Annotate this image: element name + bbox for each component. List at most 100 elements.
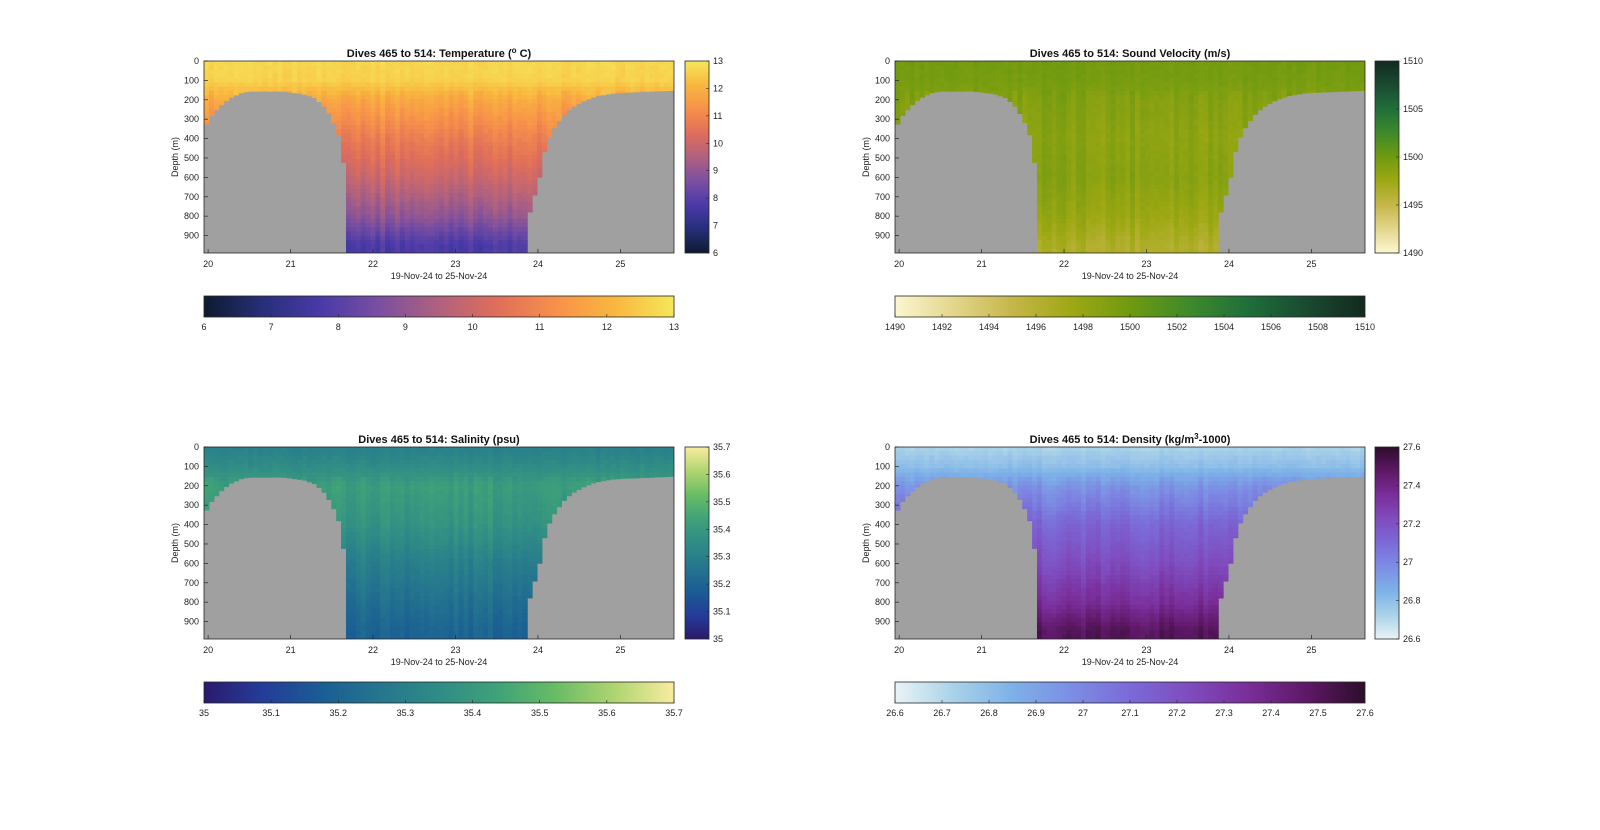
heatmap-cell (306, 61, 313, 66)
heatmap-cell (943, 65, 950, 71)
heatmap-cell (1110, 184, 1116, 190)
heatmap-cell (468, 142, 474, 147)
heatmap-cell (1036, 176, 1043, 182)
heatmap-cell (414, 95, 421, 100)
heatmap-cell (934, 69, 940, 75)
heatmap-cell (1066, 214, 1072, 220)
heatmap-cell (252, 73, 259, 79)
heatmap-cell (1105, 176, 1112, 182)
heatmap-cell (492, 95, 499, 100)
heatmap-cell (419, 180, 425, 186)
heatmap-cell (453, 235, 460, 241)
heatmap-cell (1130, 210, 1136, 216)
heatmap-cell (1061, 65, 1067, 71)
heatmap-cell (1085, 214, 1092, 220)
heatmap-cell (252, 472, 259, 478)
heatmap-cell (1130, 129, 1136, 135)
heatmap-cell (929, 61, 935, 66)
heatmap-cell (336, 90, 342, 96)
heatmap-cell (580, 82, 587, 88)
heatmap-cell (1071, 197, 1077, 203)
heatmap-cell (1076, 112, 1082, 118)
heatmap-cell (1139, 171, 1146, 177)
heatmap-cell (243, 464, 249, 469)
heatmap-cell (453, 223, 460, 228)
heatmap-cell (512, 206, 518, 211)
heatmap-cell (532, 137, 538, 143)
heatmap-cell (1007, 65, 1014, 71)
heatmap-cell (365, 231, 372, 237)
heatmap-cell (1032, 159, 1038, 163)
heatmap-cell (483, 78, 489, 83)
heatmap-cell (1139, 78, 1146, 83)
colorbar-vertical (1374, 60, 1400, 254)
heatmap-cell (404, 227, 411, 233)
heatmap-cell (1267, 69, 1273, 75)
heatmap-cell (527, 210, 533, 213)
heatmap-cell (1115, 90, 1121, 96)
heatmap-cell (468, 120, 474, 126)
heatmap-cell (287, 90, 293, 93)
heatmap-cell (468, 176, 474, 182)
heatmap-cell (1081, 116, 1087, 122)
heatmap-cell (458, 223, 465, 228)
heatmap-cell (297, 69, 303, 75)
heatmap-cell (1125, 73, 1131, 79)
heatmap-cell (355, 95, 362, 100)
heatmap-cell (919, 90, 925, 96)
heatmap-cell (536, 82, 543, 88)
heatmap-cell (458, 235, 465, 241)
heatmap-cell (1330, 86, 1337, 92)
heatmap-cell (1110, 189, 1116, 194)
heatmap-cell (1218, 180, 1224, 186)
heatmap-cell (248, 78, 254, 83)
heatmap-cell (1159, 214, 1165, 220)
heatmap-cell (517, 146, 523, 152)
heatmap-cell (487, 107, 494, 113)
heatmap-cell (218, 472, 225, 478)
heatmap-cell (404, 180, 411, 186)
heatmap-cell (1149, 235, 1156, 241)
heatmap-cell (507, 103, 514, 109)
heatmap-cell (341, 107, 347, 113)
heatmap-cell (1056, 159, 1063, 164)
heatmap-cell (1198, 235, 1205, 241)
heatmap-cell (904, 78, 911, 83)
heatmap-cell (360, 176, 367, 182)
heatmap-cell (1218, 167, 1224, 173)
heatmap-cell (453, 244, 460, 250)
heatmap-cell (527, 133, 533, 139)
heatmap-cell (968, 90, 974, 92)
heatmap-cell (463, 244, 469, 250)
heatmap-cell (1051, 171, 1058, 177)
heatmap-cell (204, 73, 210, 79)
heatmap-cell (448, 189, 455, 194)
heatmap-cell (213, 451, 220, 457)
heatmap-cell (1085, 69, 1092, 75)
heatmap-cell (1066, 163, 1072, 169)
heatmap-cell (1174, 129, 1180, 135)
heatmap-cell (1100, 129, 1107, 135)
heatmap-cell (497, 240, 504, 246)
heatmap-cell (208, 485, 215, 491)
heatmap-cell (355, 137, 362, 143)
heatmap-cell (1134, 95, 1141, 100)
heatmap-cell (365, 112, 372, 118)
heatmap-cell (390, 248, 396, 253)
heatmap-cell (1335, 69, 1342, 75)
heatmap-cell (1002, 78, 1009, 83)
heatmap-cell (1193, 167, 1200, 173)
heatmap-cell (1066, 154, 1072, 160)
heatmap-cell (1188, 227, 1195, 233)
heatmap-cell (1115, 107, 1121, 113)
heatmap-cell (1149, 163, 1156, 169)
heatmap-cell (1066, 86, 1072, 92)
y-tick-label: 100 (875, 75, 890, 85)
heatmap-cell (1076, 248, 1082, 253)
heatmap-cell (385, 223, 391, 228)
heatmap-cell (448, 125, 455, 130)
heatmap-cell (566, 95, 572, 100)
heatmap-cell (355, 231, 362, 237)
heatmap-cell (350, 163, 357, 169)
heatmap-cell (973, 82, 979, 88)
